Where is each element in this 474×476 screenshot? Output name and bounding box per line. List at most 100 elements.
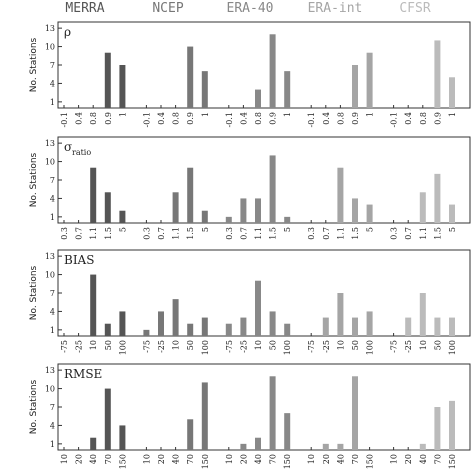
- x-tick-label: 0.8: [89, 112, 98, 125]
- panel-title: σ: [64, 140, 72, 154]
- x-tick-label: 5: [366, 227, 375, 232]
- bar: [255, 280, 261, 336]
- bar: [337, 167, 344, 223]
- bar: [172, 299, 179, 336]
- x-tick-label: 0.9: [351, 112, 360, 125]
- y-tick-label: 4: [50, 421, 55, 430]
- x-tick-label: 10: [172, 340, 181, 350]
- bar: [419, 192, 426, 223]
- x-tick-label: 0.3: [60, 227, 69, 240]
- x-tick-label: 0.4: [322, 112, 331, 125]
- x-tick-label: 100: [366, 340, 375, 355]
- bar: [240, 317, 247, 336]
- x-tick-label: -75: [142, 340, 151, 353]
- x-tick-label: 10: [307, 454, 316, 464]
- y-tick-label: 7: [50, 403, 55, 412]
- bar: [449, 204, 455, 223]
- y-tick-label: 13: [45, 252, 55, 261]
- bar: [337, 443, 344, 450]
- x-tick-label: -75: [307, 340, 316, 353]
- bar: [434, 173, 441, 223]
- x-tick-label: 0.9: [269, 112, 278, 125]
- bar: [366, 204, 373, 223]
- x-tick-label: 0.8: [172, 112, 181, 125]
- x-tick-label: 20: [404, 454, 413, 464]
- x-tick-label: -25: [157, 340, 166, 353]
- bar: [187, 419, 194, 450]
- y-tick-label: 4: [50, 194, 55, 203]
- panel-title: BIAS: [64, 253, 94, 267]
- x-tick-label: 70: [433, 454, 442, 464]
- x-tick-label: 1.1: [89, 227, 98, 240]
- bar: [225, 323, 232, 336]
- x-tick-label: 10: [390, 454, 399, 464]
- bar: [434, 40, 441, 108]
- x-tick-label: 50: [104, 340, 113, 350]
- y-tick-label: 1: [50, 213, 55, 222]
- legend-entry: MERRA: [65, 1, 104, 16]
- x-tick-label: 5: [283, 227, 292, 232]
- bar: [352, 198, 358, 223]
- x-tick-label: 0.7: [404, 227, 413, 240]
- y-tick-label: 10: [45, 385, 55, 394]
- x-tick-label: 0.8: [419, 112, 428, 125]
- x-tick-label: 50: [186, 340, 195, 350]
- bar: [158, 311, 164, 336]
- y-axis-label: No. Stations: [29, 379, 39, 434]
- x-tick-label: 150: [448, 454, 457, 469]
- bar: [119, 311, 126, 336]
- bar: [284, 216, 291, 223]
- bar: [90, 437, 97, 450]
- bar: [322, 317, 329, 336]
- x-tick-label: 40: [89, 454, 98, 464]
- bar: [201, 382, 208, 450]
- x-tick-label: 1.5: [433, 227, 442, 240]
- legend-entry: ERA-40: [227, 1, 274, 16]
- bar: [119, 210, 126, 223]
- bar: [269, 155, 276, 223]
- x-tick-label: 40: [419, 454, 428, 464]
- bar: [352, 376, 358, 450]
- bar: [419, 293, 426, 336]
- x-tick-label: 0.7: [239, 227, 248, 240]
- x-tick-label: 40: [336, 454, 345, 464]
- bar: [240, 198, 247, 223]
- y-axis-label: No. Stations: [29, 37, 39, 92]
- x-tick-label: 70: [186, 454, 195, 464]
- bar: [201, 210, 208, 223]
- bar: [449, 317, 455, 336]
- x-tick-label: 10: [336, 340, 345, 350]
- y-tick-label: 10: [45, 158, 55, 167]
- bar: [434, 407, 441, 450]
- x-tick-label: 100: [118, 340, 127, 355]
- bar: [201, 317, 208, 336]
- x-tick-label: 50: [351, 340, 360, 350]
- x-tick-label: -0.1: [390, 112, 399, 127]
- x-tick-label: 5: [448, 227, 457, 232]
- panel-title: ρ: [64, 25, 71, 39]
- bar: [366, 311, 373, 336]
- x-tick-label: -75: [60, 340, 69, 353]
- y-tick-label: 7: [50, 61, 55, 70]
- bar: [90, 167, 97, 223]
- y-tick-label: 10: [45, 43, 55, 52]
- x-tick-label: 1: [283, 112, 292, 117]
- x-tick-label: 100: [201, 340, 210, 355]
- y-tick-label: 13: [45, 366, 55, 375]
- x-tick-label: 100: [448, 340, 457, 355]
- bar: [366, 52, 373, 108]
- y-tick-label: 1: [50, 98, 55, 107]
- bar: [201, 71, 208, 108]
- bar: [322, 443, 329, 450]
- bar: [269, 376, 276, 450]
- bar: [143, 329, 150, 336]
- bar: [104, 52, 111, 108]
- x-tick-label: 1: [118, 112, 127, 117]
- x-tick-label: 0.4: [239, 112, 248, 125]
- x-tick-label: 70: [351, 454, 360, 464]
- x-tick-label: 150: [366, 454, 375, 469]
- plot-frame: [57, 136, 471, 224]
- bar: [187, 323, 194, 336]
- x-tick-label: 1.5: [351, 227, 360, 240]
